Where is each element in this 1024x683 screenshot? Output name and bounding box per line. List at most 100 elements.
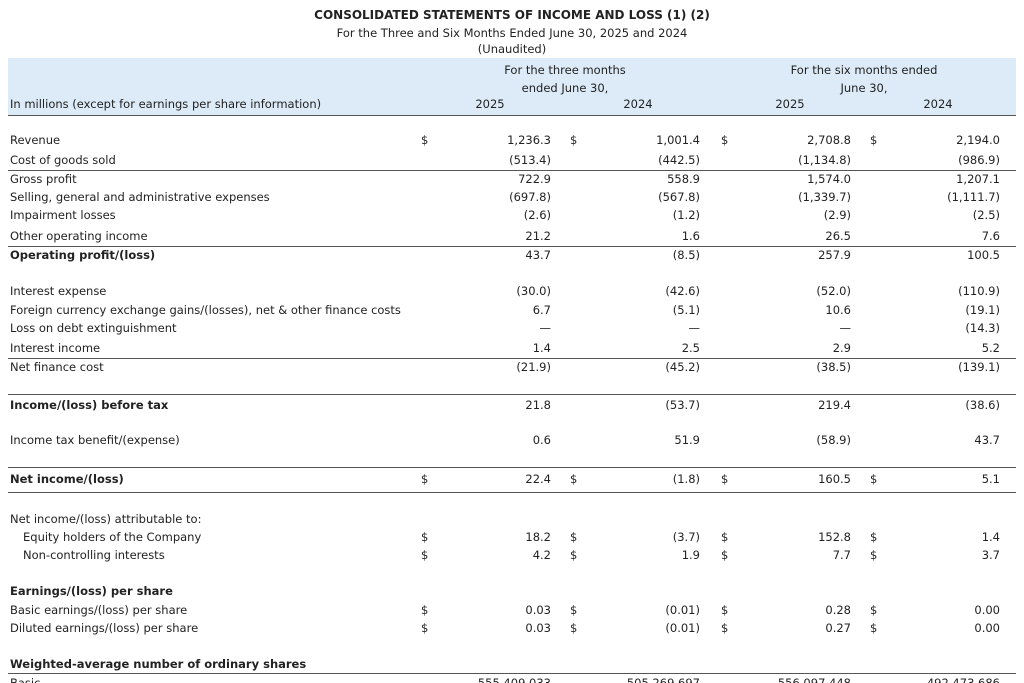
row-label: Income/(loss) before tax — [10, 398, 169, 412]
cell-value: 1.4 — [532, 341, 551, 355]
cell-value: 1,574.0 — [807, 172, 851, 186]
row-label: Weighted-average number of ordinary shar… — [10, 657, 307, 671]
cell-value: 0.00 — [974, 603, 1000, 617]
cell-value: 3.7 — [981, 548, 1000, 562]
cell-value: (3.7) — [672, 530, 700, 544]
currency-sign: $ — [570, 133, 578, 147]
cell-value: 10.6 — [825, 303, 851, 317]
currency-sign: $ — [721, 621, 729, 635]
cell-value: 160.5 — [818, 472, 851, 486]
year-header: 2025 — [475, 97, 505, 111]
row-label: Diluted earnings/(loss) per share — [10, 621, 199, 635]
currency-sign: $ — [870, 133, 878, 147]
cell-value: 5.1 — [981, 472, 1000, 486]
cell-value: (38.5) — [816, 360, 851, 374]
cell-value: 558.9 — [667, 172, 700, 186]
row-label: Earnings/(loss) per share — [10, 584, 173, 598]
cell-value: (52.0) — [816, 284, 851, 298]
row-label: Basic — [10, 676, 41, 683]
row-label: Net finance cost — [10, 360, 104, 374]
currency-sign: $ — [570, 472, 578, 486]
cell-value: 6.7 — [532, 303, 551, 317]
cell-value: 2,194.0 — [956, 133, 1000, 147]
cell-value: (53.7) — [665, 398, 700, 412]
cell-value: (986.9) — [958, 153, 1000, 167]
year-header: 2024 — [923, 97, 953, 111]
cell-value: (42.6) — [665, 284, 700, 298]
cell-value: 0.27 — [825, 621, 851, 635]
rule — [8, 246, 1016, 247]
currency-sign: $ — [721, 603, 729, 617]
cell-value: 1.6 — [681, 229, 700, 243]
row-label: Revenue — [10, 133, 61, 147]
cell-value: 21.8 — [525, 398, 551, 412]
cell-value: (21.9) — [516, 360, 551, 374]
year-header: 2024 — [623, 97, 653, 111]
cell-value: 43.7 — [974, 433, 1000, 447]
group-header: For the six months ended June 30, — [790, 63, 938, 95]
cell-value: 555,409,033 — [477, 676, 551, 683]
currency-sign: $ — [721, 548, 729, 562]
currency-sign: $ — [570, 603, 578, 617]
cell-value: 7.6 — [981, 229, 1000, 243]
currency-sign: $ — [721, 133, 729, 147]
currency-sign: $ — [421, 133, 429, 147]
cell-value: (14.3) — [965, 321, 1000, 335]
cell-value: 0.00 — [974, 621, 1000, 635]
currency-sign: $ — [870, 530, 878, 544]
cell-value: (0.01) — [665, 621, 700, 635]
cell-value: (30.0) — [516, 284, 551, 298]
cell-value: (1.8) — [672, 472, 700, 486]
rule — [8, 467, 1016, 468]
cell-value: (0.01) — [665, 603, 700, 617]
cell-value: — — [839, 321, 852, 335]
cell-value: 51.9 — [674, 433, 700, 447]
cell-value: (2.6) — [523, 208, 551, 222]
currency-sign: $ — [870, 621, 878, 635]
group-header: For the three months ended June 30, — [504, 63, 626, 95]
row-label: Basic earnings/(loss) per share — [10, 603, 188, 617]
cell-value: 22.4 — [525, 472, 551, 486]
cell-value: 100.5 — [967, 248, 1000, 262]
cell-value: 18.2 — [525, 530, 551, 544]
cell-value: (2.5) — [972, 208, 1000, 222]
row-label: Interest expense — [10, 284, 107, 298]
cell-value: (110.9) — [958, 284, 1000, 298]
cell-value: (513.4) — [509, 153, 551, 167]
cell-value: 26.5 — [825, 229, 851, 243]
rule — [8, 673, 1016, 674]
cell-value: 2.9 — [832, 341, 851, 355]
subtitle: For the Three and Six Months Ended June … — [336, 26, 688, 40]
cell-value: (2.9) — [823, 208, 851, 222]
note: (Unaudited) — [477, 42, 547, 56]
rule — [8, 492, 1016, 493]
cell-value: (442.5) — [658, 153, 700, 167]
rule — [8, 115, 1016, 116]
cell-value: (1.2) — [672, 208, 700, 222]
currency-sign: $ — [570, 548, 578, 562]
year-header: 2025 — [775, 97, 805, 111]
cell-value: (45.2) — [665, 360, 700, 374]
currency-sign: $ — [570, 621, 578, 635]
cell-value: 2.5 — [681, 341, 700, 355]
rule — [8, 170, 1016, 171]
currency-sign: $ — [870, 548, 878, 562]
cell-value: 1,207.1 — [956, 172, 1000, 186]
header-band — [8, 58, 1016, 115]
cell-value: 21.2 — [525, 229, 551, 243]
cell-value: — — [688, 321, 701, 335]
row-label: Interest income — [10, 341, 101, 355]
cell-value: 0.03 — [525, 603, 551, 617]
cell-value: — — [539, 321, 552, 335]
row-label: Selling, general and administrative expe… — [10, 190, 270, 204]
row-label: Income tax benefit/(expense) — [10, 433, 180, 447]
cell-value: 492,473,686 — [926, 676, 1000, 683]
cell-value: 0.03 — [525, 621, 551, 635]
cell-value: 152.8 — [818, 530, 851, 544]
currency-sign: $ — [870, 472, 878, 486]
currency-sign: $ — [570, 530, 578, 544]
row-label: Foreign currency exchange gains/(losses)… — [10, 303, 401, 317]
currency-sign: $ — [421, 603, 429, 617]
cell-value: (1,339.7) — [798, 190, 851, 204]
